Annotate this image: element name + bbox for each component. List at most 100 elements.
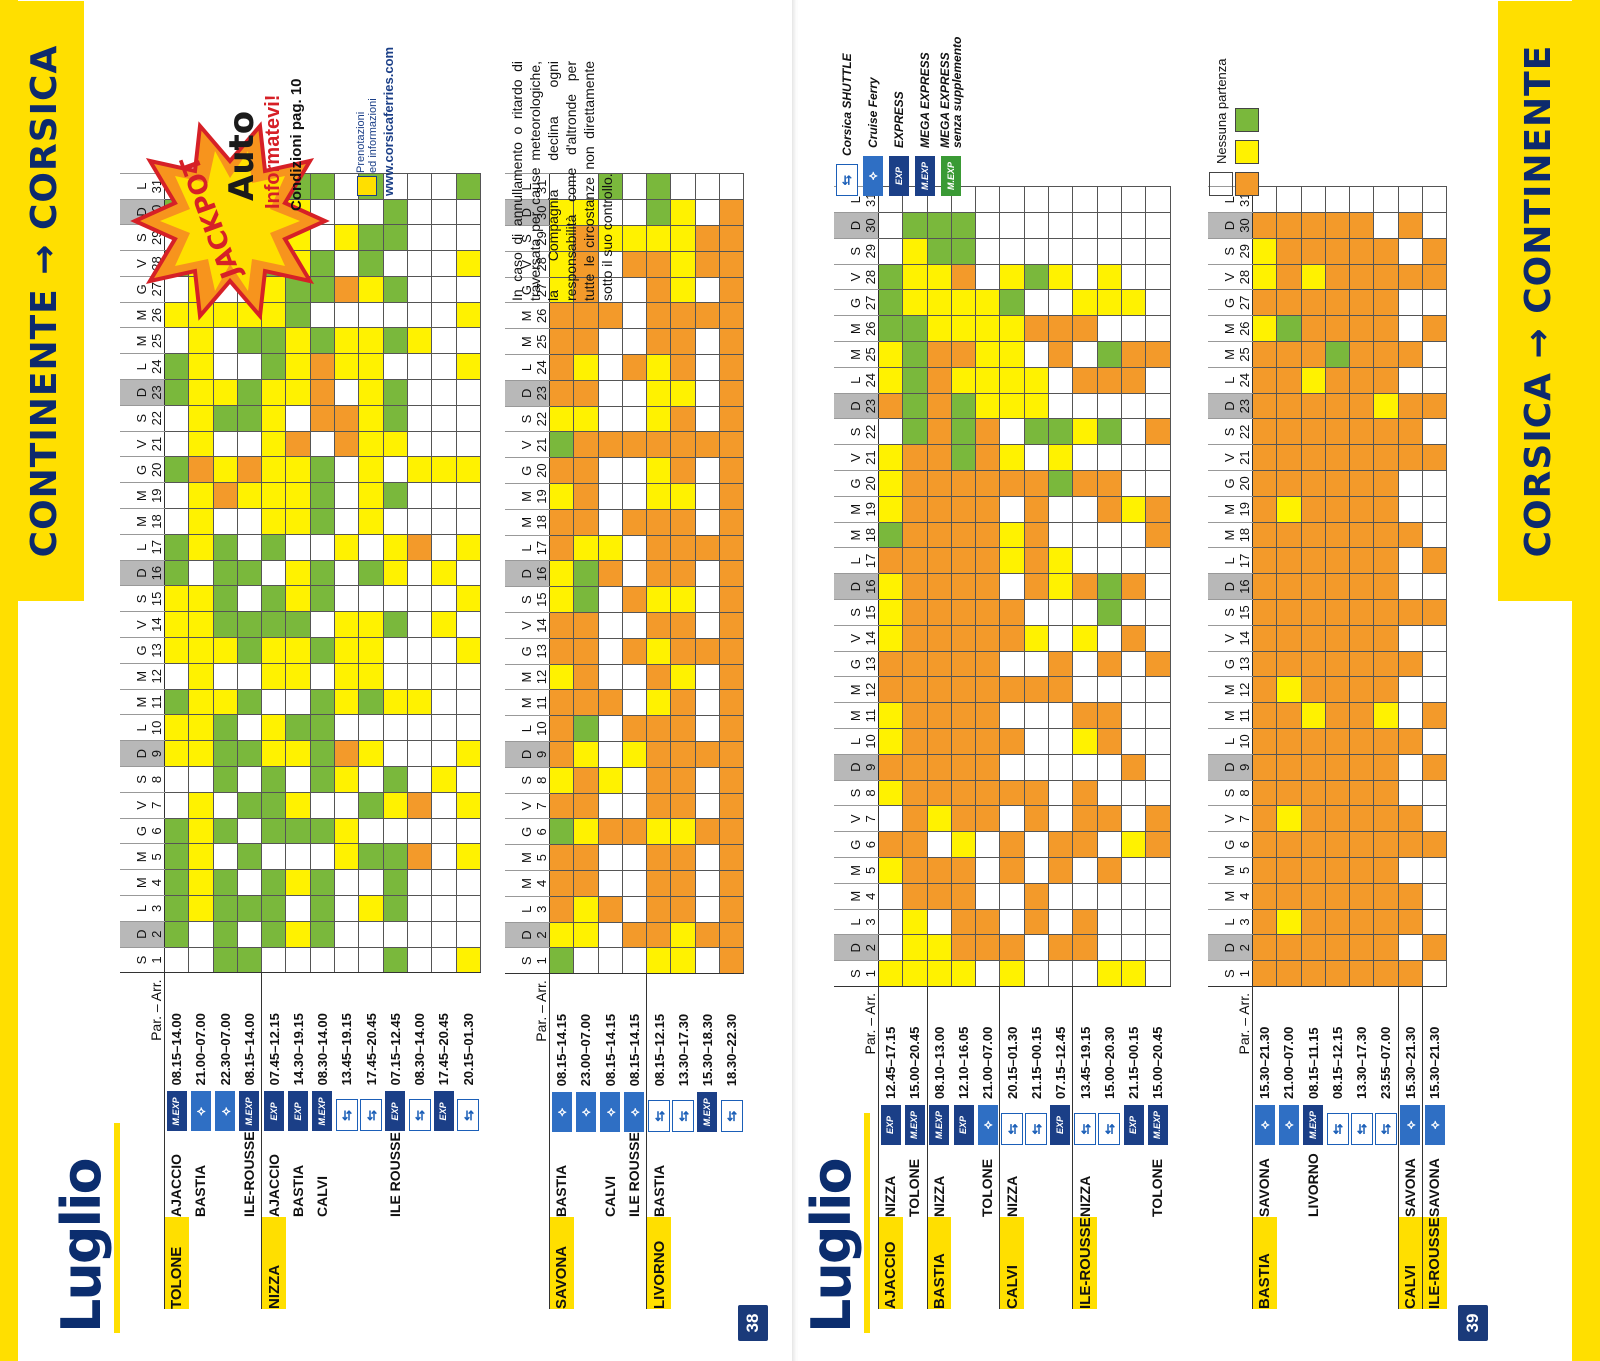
day-cell bbox=[646, 715, 671, 742]
mega-express-icon: M.EXP bbox=[915, 156, 935, 196]
day-cell bbox=[1145, 393, 1171, 419]
day-cell bbox=[646, 896, 671, 923]
day-cell bbox=[1097, 289, 1122, 316]
day-cell bbox=[188, 379, 214, 406]
day-cell bbox=[456, 173, 481, 200]
day-cell bbox=[213, 818, 238, 844]
day-cell bbox=[695, 715, 720, 742]
day-cell bbox=[1373, 960, 1399, 987]
day-cell bbox=[1325, 341, 1350, 368]
day-cell bbox=[334, 637, 359, 664]
day-cell bbox=[1373, 625, 1399, 652]
day-cell bbox=[573, 586, 599, 613]
day-cell bbox=[237, 611, 262, 638]
departure-port bbox=[1049, 1217, 1073, 1309]
day-cell bbox=[1097, 238, 1122, 265]
day-cell bbox=[1373, 909, 1399, 935]
day-cell bbox=[456, 714, 481, 741]
day-cell bbox=[1373, 393, 1399, 419]
day-cell bbox=[456, 482, 481, 509]
swatch-white bbox=[1209, 172, 1233, 196]
day-cell bbox=[431, 379, 457, 406]
day-cell bbox=[1301, 625, 1326, 652]
day-header: L 3 bbox=[505, 896, 550, 923]
day-cell bbox=[164, 895, 189, 922]
day-cell bbox=[719, 483, 744, 510]
schedule-row: CALVI ⟡ 08.15–14.15 bbox=[598, 174, 623, 1309]
day-cell bbox=[1097, 496, 1122, 523]
day-cell bbox=[1145, 547, 1171, 574]
day-header: S 22 bbox=[120, 405, 165, 432]
arrival-port bbox=[671, 1132, 695, 1217]
day-cell bbox=[646, 457, 671, 484]
day-cell bbox=[1097, 444, 1122, 471]
day-cell bbox=[261, 663, 286, 690]
departure-arrival-time: 07.45–12.15 bbox=[261, 972, 286, 1088]
day-cell bbox=[1024, 547, 1049, 574]
day-cell bbox=[622, 457, 647, 484]
day-cell bbox=[1048, 341, 1073, 368]
day-cell bbox=[975, 728, 1000, 755]
day-cell bbox=[213, 508, 238, 535]
day-cell bbox=[1024, 341, 1049, 368]
day-cell bbox=[951, 367, 976, 394]
day-cell bbox=[927, 393, 952, 419]
day-cell bbox=[1121, 573, 1146, 600]
page-number: 38 bbox=[738, 1305, 768, 1341]
day-cell bbox=[1121, 212, 1146, 239]
day-cell bbox=[1024, 754, 1049, 781]
cruise-ferry-icon: ⟡ bbox=[863, 156, 883, 196]
departure-arrival-time: 18.30–22.30 bbox=[719, 973, 744, 1089]
day-cell bbox=[1422, 780, 1447, 806]
day-cell bbox=[431, 482, 457, 509]
day-header: M 11 bbox=[505, 689, 550, 716]
day-cell bbox=[1145, 367, 1171, 394]
day-cell bbox=[1349, 341, 1374, 368]
day-cell bbox=[431, 637, 457, 664]
day-cell bbox=[1276, 238, 1302, 265]
day-cell bbox=[622, 302, 647, 329]
day-cell bbox=[1373, 651, 1399, 677]
day-cell bbox=[213, 740, 238, 767]
ship-type: ⟡ bbox=[1252, 1101, 1277, 1145]
day-cell bbox=[1048, 186, 1073, 213]
ship-type: ⟡ bbox=[189, 1087, 213, 1132]
day-cell bbox=[358, 431, 384, 457]
day-header: G 20 bbox=[505, 457, 550, 484]
day-header: M 11 bbox=[120, 689, 165, 715]
day-cell bbox=[902, 393, 928, 419]
day-header: M 5 bbox=[505, 844, 550, 871]
departure-port bbox=[432, 1217, 456, 1309]
day-cell bbox=[1024, 393, 1049, 419]
schedule-row: EXP 12.10–16.05 bbox=[951, 186, 976, 1309]
day-cell bbox=[310, 379, 335, 406]
reservation-url[interactable]: www.corsicaferries.com bbox=[381, 46, 396, 196]
ship-type: M.EXP bbox=[164, 1087, 189, 1132]
day-cell bbox=[646, 586, 671, 613]
departure-port bbox=[1374, 1217, 1398, 1309]
day-cell bbox=[310, 818, 335, 844]
day-cell bbox=[999, 754, 1025, 781]
day-cell bbox=[646, 844, 671, 871]
departure-arrival-time: 15.00–20.45 bbox=[1145, 986, 1171, 1101]
day-cell bbox=[878, 599, 903, 626]
day-cell bbox=[1145, 625, 1171, 652]
day-cell bbox=[358, 792, 384, 819]
day-cell bbox=[670, 638, 696, 665]
day-header: G 20 bbox=[1208, 470, 1253, 497]
day-cell bbox=[1121, 315, 1146, 342]
day-cell bbox=[1097, 367, 1122, 394]
day-cell bbox=[927, 470, 952, 497]
day-cell bbox=[213, 456, 238, 483]
day-cell bbox=[1048, 418, 1073, 445]
departure-arrival-time: 21.15–00.15 bbox=[1121, 986, 1146, 1101]
day-cell bbox=[1422, 186, 1447, 213]
day-cell bbox=[334, 843, 359, 870]
day-cell bbox=[622, 689, 647, 716]
day-cell bbox=[358, 302, 384, 328]
day-cell bbox=[456, 611, 481, 638]
departure-arrival-time: 08.15–14.15 bbox=[622, 973, 647, 1089]
day-cell bbox=[719, 870, 744, 897]
day-cell bbox=[1072, 960, 1098, 987]
